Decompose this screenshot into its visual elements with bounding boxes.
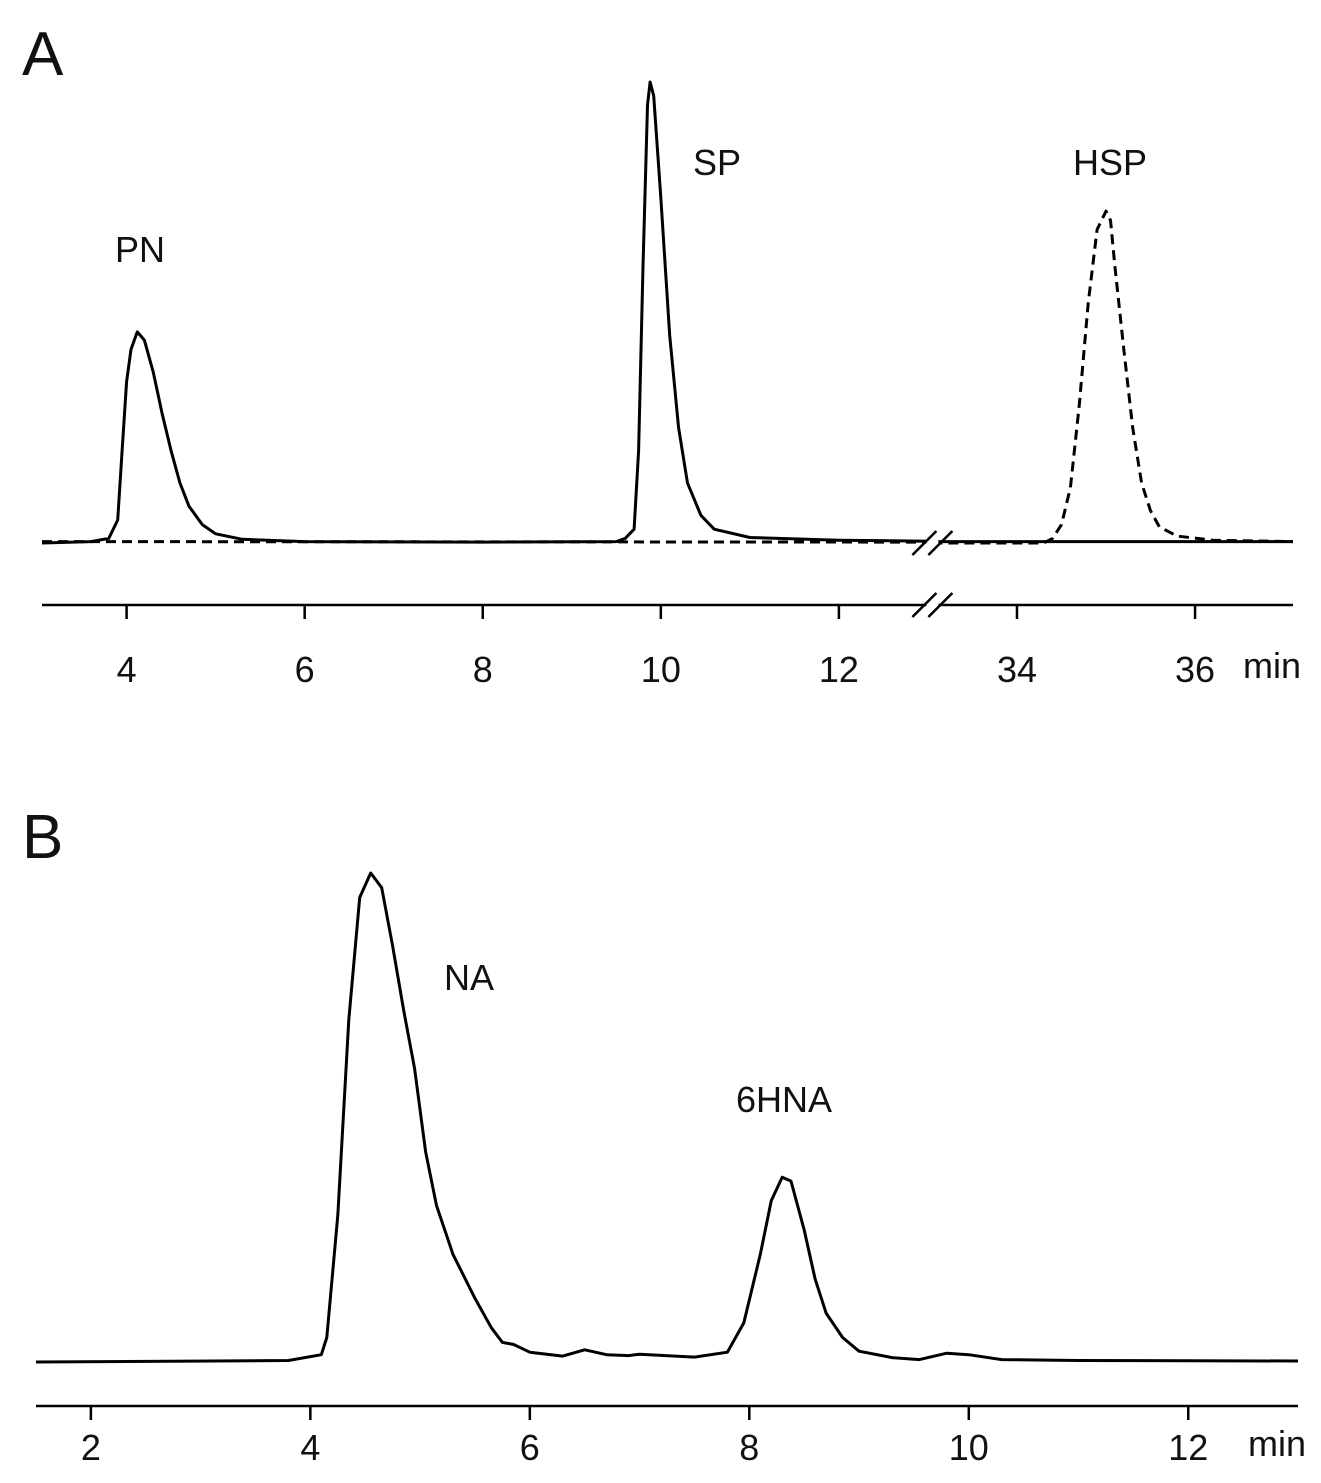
x-tick-label: 12 <box>819 649 859 690</box>
trace <box>35 871 1299 1364</box>
x-tick-label: 4 <box>300 1427 320 1468</box>
trace <box>932 209 1294 545</box>
axis-break <box>927 592 954 618</box>
x-tick-label: 8 <box>739 1427 759 1468</box>
break-gap <box>926 601 939 609</box>
peak-label: SP <box>693 142 741 183</box>
peak-label: HSP <box>1073 142 1147 183</box>
x-tick-label: 6 <box>520 1427 540 1468</box>
x-tick-label: 36 <box>1175 649 1215 690</box>
x-tick-label: 2 <box>81 1427 101 1468</box>
axis-break <box>911 530 938 556</box>
x-tick-label: 6 <box>295 649 315 690</box>
peak-label: 6HNA <box>736 1079 832 1120</box>
x-tick-label: 4 <box>117 649 137 690</box>
panel-label: A <box>22 20 64 89</box>
x-unit: min <box>1248 1423 1306 1464</box>
peak-label: NA <box>444 957 494 998</box>
peak-label: PN <box>115 229 165 270</box>
x-tick-label: 34 <box>997 649 1037 690</box>
axis-break <box>911 592 938 618</box>
axis-break <box>927 530 954 556</box>
x-tick-label: 8 <box>473 649 493 690</box>
x-tick-label: 12 <box>1168 1427 1208 1468</box>
trace <box>41 80 933 545</box>
break-gap <box>926 539 939 547</box>
x-tick-label: 10 <box>949 1427 989 1468</box>
trace <box>41 540 933 544</box>
panel-label: B <box>22 803 63 872</box>
x-tick-label: 10 <box>641 649 681 690</box>
x-unit: min <box>1243 645 1301 686</box>
